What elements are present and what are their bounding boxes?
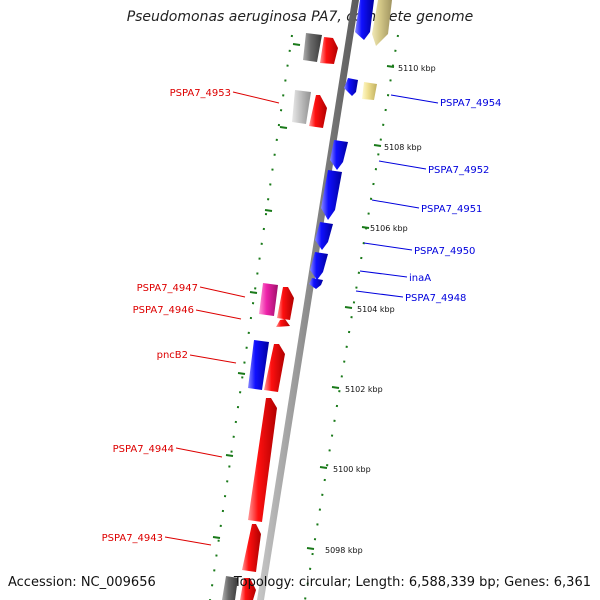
label-PSPA7_4946[interactable]: PSPA7_4946 bbox=[133, 305, 194, 316]
gene-gray-top bbox=[303, 33, 322, 62]
genome-summary-text: Topology: circular; Length: 6,588,339 bp… bbox=[233, 575, 591, 590]
gene-PSPA7_4943 bbox=[242, 524, 261, 572]
label-inaA[interactable]: inaA bbox=[409, 273, 431, 284]
tick-label-5102: 5102 kbp bbox=[345, 385, 383, 394]
gene-PSPA7_4947-red bbox=[277, 287, 294, 320]
label-PSPA7_4953[interactable]: PSPA7_4953 bbox=[170, 88, 231, 99]
gene-PSPA7_4944 bbox=[248, 398, 277, 522]
tick-marks bbox=[212, 43, 395, 550]
label-pncB2[interactable]: pncB2 bbox=[157, 350, 188, 361]
label-PSPA7_4954[interactable]: PSPA7_4954 bbox=[440, 98, 501, 109]
gene-block-khaki bbox=[372, 0, 392, 46]
right-dot-track bbox=[304, 34, 399, 600]
left-dot-track bbox=[209, 34, 293, 600]
accession-text: Accession: NC_009656 bbox=[8, 575, 156, 590]
gene-gray-bottom bbox=[222, 576, 238, 600]
gene-PSPA7_4954 bbox=[344, 78, 358, 96]
gene-light-gray bbox=[292, 90, 311, 124]
tick-label-5098: 5098 kbp bbox=[325, 546, 363, 555]
tick-label-5108: 5108 kbp bbox=[384, 143, 422, 152]
gene-PSPA7_4946 bbox=[276, 319, 290, 327]
label-PSPA7_4947[interactable]: PSPA7_4947 bbox=[137, 283, 198, 294]
label-PSPA7_4950[interactable]: PSPA7_4950 bbox=[414, 246, 475, 257]
gene-red-top bbox=[320, 37, 338, 64]
gene-PSPA7_4952 bbox=[330, 140, 348, 170]
gene-PSPA7_4947 bbox=[259, 283, 278, 316]
gene-inaA bbox=[310, 252, 328, 280]
tick-label-5104: 5104 kbp bbox=[357, 305, 395, 314]
left-leader-lines bbox=[164, 91, 280, 546]
tick-label-5106: 5106 kbp bbox=[370, 224, 408, 233]
gene-PSPA7_4951 bbox=[321, 170, 342, 220]
label-PSPA7_4951[interactable]: PSPA7_4951 bbox=[421, 204, 482, 215]
gene-red-bottom bbox=[240, 578, 256, 600]
right-leader-lines bbox=[355, 94, 439, 298]
label-PSPA7_4952[interactable]: PSPA7_4952 bbox=[428, 165, 489, 176]
label-PSPA7_4943[interactable]: PSPA7_4943 bbox=[102, 533, 163, 544]
gene-block-yellow bbox=[362, 82, 377, 100]
gene-pncB2 bbox=[248, 340, 269, 390]
gene-block-blue-top bbox=[355, 0, 374, 40]
label-PSPA7_4944[interactable]: PSPA7_4944 bbox=[113, 444, 174, 455]
tick-label-5100: 5100 kbp bbox=[333, 465, 371, 474]
gene-PSPA7_4953 bbox=[309, 95, 327, 128]
gene-PSPA7_4948 bbox=[309, 278, 323, 289]
label-PSPA7_4948[interactable]: PSPA7_4948 bbox=[405, 293, 466, 304]
gene-PSPA7_4950 bbox=[315, 222, 333, 250]
tick-label-5110: 5110 kbp bbox=[398, 64, 436, 73]
gene-red-after-pncB2 bbox=[264, 344, 285, 392]
